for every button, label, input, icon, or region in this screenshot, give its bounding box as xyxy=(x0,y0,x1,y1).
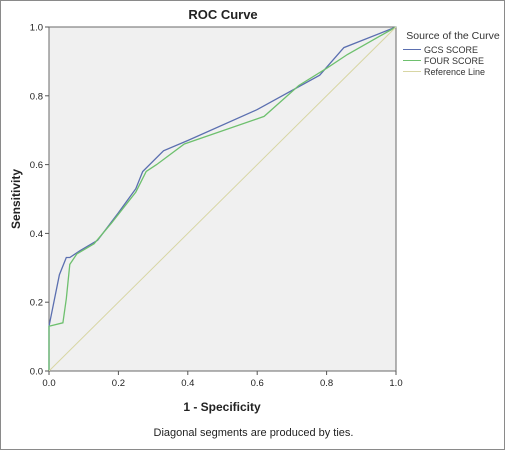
y-tick-label: 0.6 xyxy=(30,160,43,171)
legend-swatch xyxy=(403,60,421,61)
footnote: Diagonal segments are produced by ties. xyxy=(153,427,354,439)
legend-swatch xyxy=(403,49,421,50)
x-tick-label: 0.8 xyxy=(320,378,333,389)
y-tick-label: 0.4 xyxy=(30,229,43,240)
legend-item: Reference Line xyxy=(403,66,503,77)
legend-item: GCS SCORE xyxy=(403,44,503,55)
legend-items: GCS SCORE FOUR SCORE Reference Line xyxy=(403,44,503,77)
y-axis-ticks: 0.0 0.2 0.4 0.6 0.8 1.0 xyxy=(30,23,49,378)
legend-swatch xyxy=(403,71,421,72)
legend-label: FOUR SCORE xyxy=(424,55,485,66)
x-tick-label: 0.0 xyxy=(42,378,55,389)
x-axis-ticks: 0.0 0.2 0.4 0.6 0.8 1.0 xyxy=(42,371,403,389)
legend-title: Source of the Curve xyxy=(406,30,500,42)
y-tick-label: 1.0 xyxy=(30,23,43,34)
x-tick-label: 0.6 xyxy=(251,378,264,389)
x-axis-label: 1 - Specificity xyxy=(183,400,261,414)
x-tick-label: 1.0 xyxy=(389,378,402,389)
y-tick-label: 0.0 xyxy=(30,367,43,378)
x-tick-label: 0.4 xyxy=(181,378,194,389)
legend-label: Reference Line xyxy=(424,66,486,77)
series-line-gcs-score xyxy=(48,26,397,371)
legend-label: GCS SCORE xyxy=(424,44,479,55)
series-line-reference-line xyxy=(48,26,397,372)
chart-title: ROC Curve xyxy=(188,7,257,22)
series-line-four-score xyxy=(48,26,397,371)
series-layer xyxy=(48,26,397,372)
y-tick-label: 0.8 xyxy=(30,91,43,102)
x-tick-label: 0.2 xyxy=(112,378,125,389)
y-axis-label: Sensitivity xyxy=(9,169,23,229)
legend: Source of the Curve GCS SCORE FOUR SCORE R… xyxy=(403,31,503,77)
y-tick-label: 0.2 xyxy=(30,298,43,309)
legend-item: FOUR SCORE xyxy=(403,55,503,66)
